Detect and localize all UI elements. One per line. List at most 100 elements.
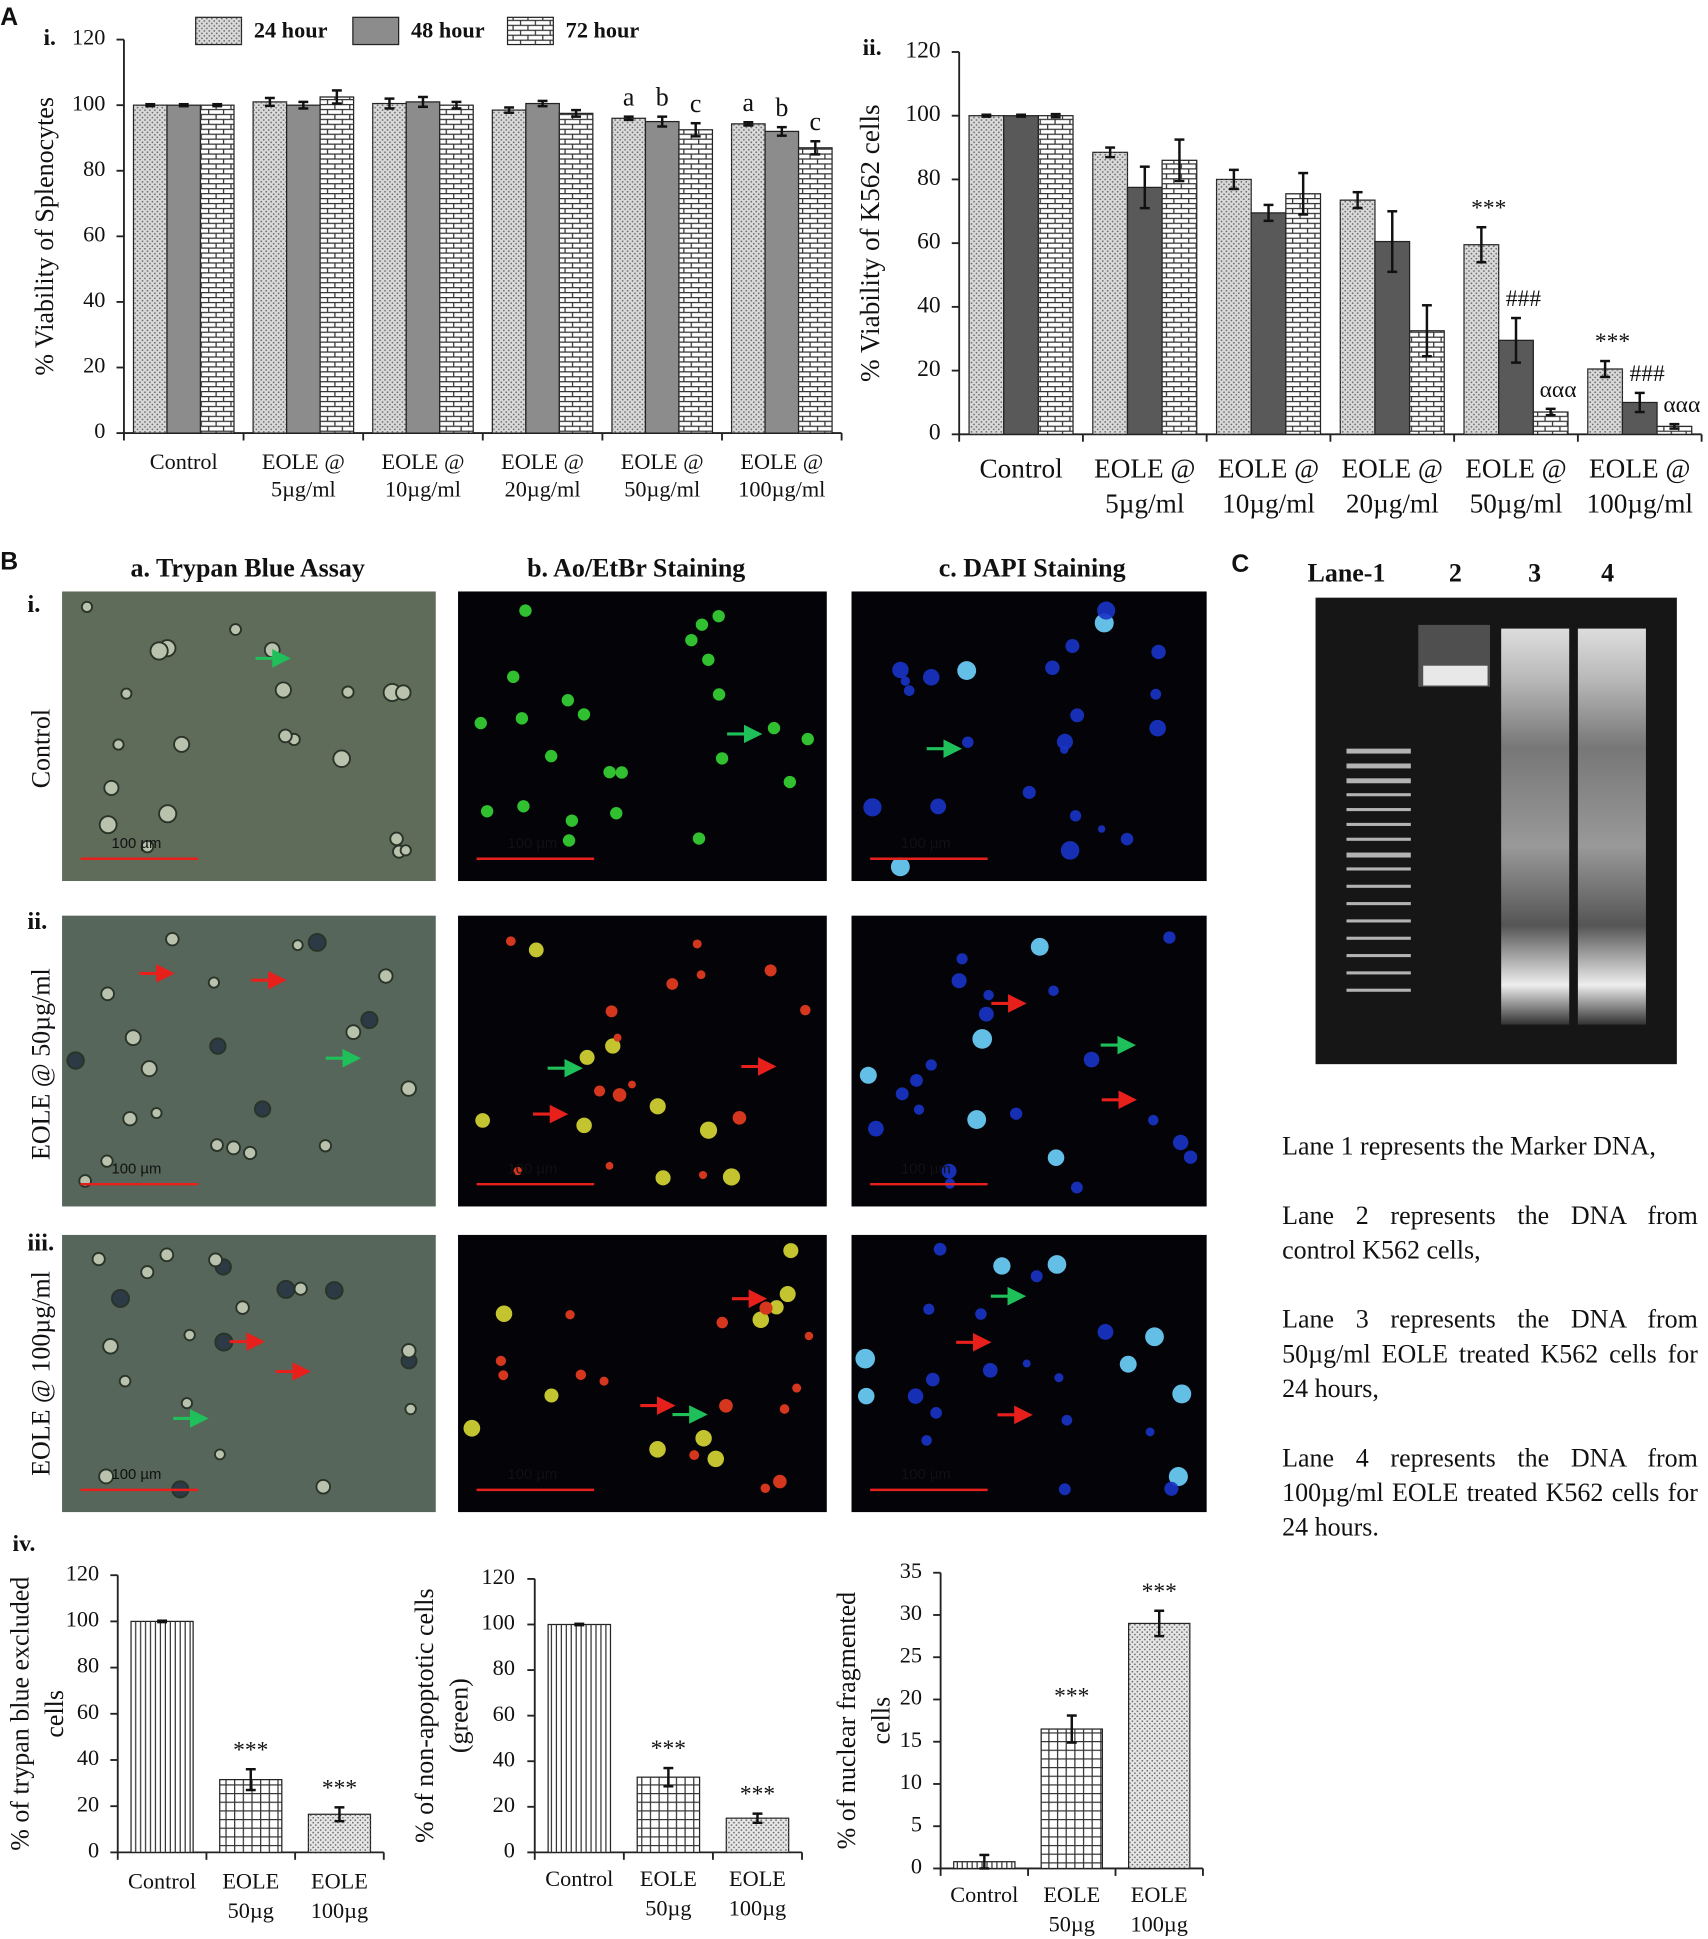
cell [890, 857, 910, 877]
y-tick-label: 120 [905, 37, 940, 63]
cell [463, 1419, 481, 1437]
y-tick-label: 20 [900, 1685, 922, 1710]
x-tick-label: EOLE @ [1465, 454, 1566, 484]
y-tick-label: 100 [66, 1607, 99, 1632]
cell [159, 1247, 175, 1263]
cell [1172, 1134, 1189, 1151]
legend-label: 24 hour [254, 17, 328, 42]
bar-texture [1162, 160, 1197, 435]
annotation: *** [1142, 1579, 1177, 1605]
cell [235, 1300, 250, 1315]
x-tick-label: Control [150, 449, 218, 474]
x-tick-label: EOLE @ [381, 449, 464, 474]
ladder-band [1346, 822, 1411, 826]
scale-bar-label: 100 µm [112, 836, 162, 852]
cell [858, 1387, 875, 1405]
panel-label: B [0, 549, 18, 576]
ladder-band [1346, 902, 1411, 906]
cell [759, 1301, 773, 1315]
x-tick-label: 100µg [311, 1898, 368, 1923]
cell [389, 831, 404, 847]
y-tick-label: 120 [72, 25, 105, 50]
row-label: ii. [27, 908, 47, 935]
cell [180, 1397, 193, 1410]
annotation: *** [1054, 1684, 1089, 1710]
x-tick-label: EOLE [222, 1868, 279, 1893]
cell [716, 1316, 728, 1329]
row-name: EOLE @ 50µg/ml [26, 968, 55, 1160]
cell [1168, 1467, 1188, 1487]
column-title: b. Ao/EtBr Staining [527, 553, 745, 582]
cell [307, 932, 327, 952]
cell [760, 1483, 771, 1494]
cell [263, 641, 281, 659]
x-tick-label: EOLE @ [1589, 454, 1690, 484]
bar [1250, 212, 1287, 435]
cell [404, 1402, 417, 1416]
cell [183, 1328, 196, 1342]
cell [112, 738, 125, 751]
cell [110, 1288, 130, 1308]
cell [226, 1140, 241, 1156]
ladder-band [1346, 763, 1411, 769]
cell [1163, 931, 1176, 944]
bar-texture [1464, 244, 1499, 435]
cell [579, 1049, 595, 1065]
bar-texture [798, 147, 833, 434]
y-tick-label: 0 [929, 420, 941, 446]
cell [519, 604, 532, 617]
cell [615, 766, 628, 779]
x-tick-label: Control [128, 1868, 196, 1893]
cell [1150, 688, 1162, 700]
x-tick-label: 5µg/ml [271, 476, 336, 501]
cell [400, 1080, 417, 1097]
bar-texture [253, 101, 287, 434]
bar-texture [133, 105, 167, 434]
cell [1119, 1355, 1137, 1373]
desc-block: Lane 1 represents the Marker DNA, Lane 2 … [1282, 1129, 1698, 1545]
y-tick-label: 100 [72, 90, 105, 115]
bar-texture [1587, 369, 1623, 435]
cell [100, 986, 115, 1002]
cell [214, 1448, 226, 1461]
ladder-band [1346, 837, 1411, 841]
cell [498, 1370, 509, 1381]
cell [930, 1406, 942, 1419]
bar-texture [1216, 179, 1252, 435]
x-tick-label: EOLE @ [740, 449, 823, 474]
cell [783, 1243, 799, 1259]
cell [118, 1374, 132, 1388]
micrograph: 100 µm [62, 1234, 436, 1513]
micrograph-background [851, 591, 1207, 882]
chart-label: i. [44, 25, 56, 51]
y-axis-label: % of nuclear fragmented [832, 1592, 861, 1849]
bar-texture [492, 110, 526, 434]
cell [783, 775, 797, 789]
annotation: ### [1630, 361, 1666, 387]
bar [644, 120, 680, 434]
y-tick-label: 80 [917, 165, 941, 191]
x-tick-label: 10µg/ml [1222, 488, 1315, 518]
cell [983, 989, 994, 1001]
cell [732, 1111, 747, 1125]
cell [1120, 832, 1134, 846]
bar-texture [1128, 1623, 1190, 1869]
bar-texture [1285, 193, 1321, 435]
annotation: a [623, 82, 635, 111]
x-tick-label: 50µg [645, 1896, 691, 1921]
cell [722, 1168, 741, 1186]
ladder-band [1346, 748, 1411, 754]
y-axis-label: % of trypan blue excluded [5, 1577, 34, 1851]
cell [140, 1265, 155, 1280]
ladder-band [1346, 778, 1411, 784]
lane-description: Lane 2 represents the DNA from control K… [1282, 1200, 1698, 1265]
y-tick-label: 25 [900, 1642, 922, 1667]
cell [628, 1080, 636, 1089]
cell [685, 633, 698, 647]
cell [1172, 1384, 1192, 1404]
cell [100, 1154, 114, 1168]
cell [715, 752, 729, 765]
cell [967, 1110, 987, 1130]
cell [925, 1372, 940, 1387]
